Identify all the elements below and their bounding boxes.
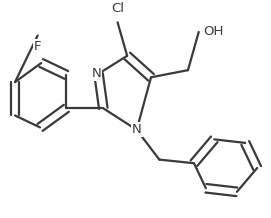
Text: N: N [91,67,101,80]
Text: N: N [132,123,141,136]
Text: Cl: Cl [111,2,124,15]
Text: F: F [34,40,41,53]
Text: OH: OH [204,26,224,38]
